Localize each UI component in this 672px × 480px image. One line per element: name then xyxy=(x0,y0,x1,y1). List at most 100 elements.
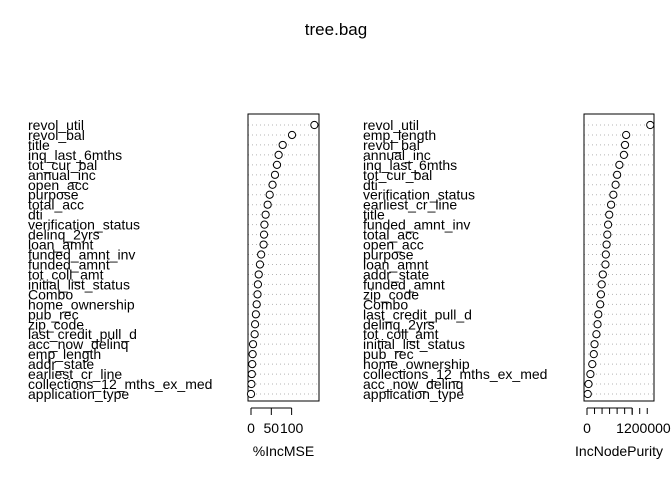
importance-point xyxy=(251,310,260,319)
variable-label: annual_inc xyxy=(28,167,96,183)
variable-label: initial_list_status xyxy=(363,336,465,352)
variable-label: Combo xyxy=(28,286,73,302)
variable-label: funded_amnt_inv xyxy=(363,217,470,233)
importance-point xyxy=(597,280,606,289)
variable-label: open_acc xyxy=(28,177,89,193)
variable-label: home_ownership xyxy=(28,296,135,312)
variable-label: initial_list_status xyxy=(28,276,130,292)
importance-point xyxy=(620,140,630,150)
importance-point xyxy=(583,389,592,399)
variable-label: open_acc xyxy=(363,237,424,253)
variable-label: inq_last_6mths xyxy=(363,157,457,173)
plot-frame xyxy=(247,113,320,402)
variable-label: pub_rec xyxy=(28,306,79,322)
x-tick-label: 0 xyxy=(583,420,591,436)
importance-point xyxy=(252,300,261,309)
importance-point xyxy=(248,350,257,359)
variable-label: Combo xyxy=(363,296,408,312)
variable-label: earliest_cr_line xyxy=(28,366,122,382)
importance-point xyxy=(594,310,603,319)
variable-label: dti xyxy=(363,177,378,193)
plot-frame xyxy=(583,113,655,402)
variable-label: addr_state xyxy=(363,266,429,282)
variable-label: tot_coll_amt xyxy=(28,266,104,282)
variable-label: collections_12_mths_ex_med xyxy=(363,366,547,382)
variable-label: delinq_2yrs xyxy=(363,316,435,332)
variable-label: earliest_cr_line xyxy=(363,197,457,213)
variable-label: title xyxy=(28,137,50,153)
importance-point xyxy=(247,369,256,379)
variable-label: purpose xyxy=(363,247,414,263)
importance-point xyxy=(601,250,610,259)
importance-point xyxy=(263,200,272,209)
variable-label: title xyxy=(363,207,385,223)
importance-point xyxy=(259,230,269,239)
importance-point xyxy=(246,389,256,399)
importance-point xyxy=(613,170,622,179)
importance-point xyxy=(603,220,613,229)
importance-point xyxy=(596,300,605,309)
variable-label: home_ownership xyxy=(363,356,470,372)
importance-point xyxy=(646,120,655,130)
importance-point xyxy=(260,220,269,229)
importance-point xyxy=(310,120,319,130)
variable-label: application_type xyxy=(363,386,464,402)
variable-label: total_acc xyxy=(363,227,419,243)
variable-label: last_credit_pull_d xyxy=(363,306,472,322)
variable-label: revol_util xyxy=(28,117,84,133)
importance-point xyxy=(592,330,601,339)
x-tick-label: 1200000 xyxy=(616,420,671,436)
importance-point xyxy=(250,320,260,329)
importance-point xyxy=(274,150,283,159)
importance-point xyxy=(605,210,614,219)
variable-label: tot_cur_bal xyxy=(28,157,97,173)
importance-point xyxy=(586,369,595,379)
variable-label: loan_amnt xyxy=(28,237,93,253)
variable-label: collections_12_mths_ex_med xyxy=(28,376,212,392)
variable-label: acc_now_delinq xyxy=(28,336,128,352)
variable-label: last_credit_pull_d xyxy=(28,326,137,342)
variable-label: zip_code xyxy=(363,286,419,302)
variable-label: addr_state xyxy=(28,356,94,372)
x-tick-label: 0 xyxy=(247,420,255,436)
importance-point xyxy=(247,379,256,389)
importance-point xyxy=(598,270,607,279)
variable-label: funded_amnt_inv xyxy=(28,247,135,263)
x-tick-label: 100 xyxy=(280,420,304,436)
importance-point xyxy=(248,340,258,349)
importance-point xyxy=(270,170,280,179)
importance-point xyxy=(606,200,616,209)
importance-point xyxy=(261,210,270,219)
variable-label: zip_code xyxy=(28,316,84,332)
importance-point xyxy=(601,260,610,269)
variable-label: tot_coll_amt xyxy=(363,326,439,342)
variable-label: revol_bal xyxy=(28,127,85,143)
x-axis-label: %IncMSE xyxy=(253,443,314,459)
chart-title: tree.bag xyxy=(305,20,367,39)
variable-label: funded_amnt xyxy=(28,256,110,272)
variable-label: total_acc xyxy=(28,197,84,213)
variable-label: acc_now_delinq xyxy=(363,376,463,392)
importance-point xyxy=(272,160,282,169)
importance-point xyxy=(593,320,602,329)
variable-label: purpose xyxy=(28,187,79,203)
importance-point xyxy=(603,230,612,239)
importance-point xyxy=(609,190,618,199)
x-tick-label: 50 xyxy=(264,420,280,436)
importance-point xyxy=(248,360,257,369)
importance-point xyxy=(596,290,606,299)
importance-point xyxy=(619,150,628,159)
variable-label: delinq_2yrs xyxy=(28,227,100,243)
variable-label: emp_length xyxy=(363,127,436,143)
importance-point xyxy=(590,340,599,349)
variable-label: tot_cur_bal xyxy=(363,167,432,183)
importance-point xyxy=(602,240,611,249)
importance-point xyxy=(253,290,262,299)
variable-label: inq_last_6mths xyxy=(28,147,122,163)
importance-point xyxy=(255,260,265,269)
variable-label: funded_amnt xyxy=(363,276,445,292)
importance-point xyxy=(287,130,297,140)
variable-label: emp_length xyxy=(28,346,101,362)
variable-label: revol_util xyxy=(363,117,419,133)
